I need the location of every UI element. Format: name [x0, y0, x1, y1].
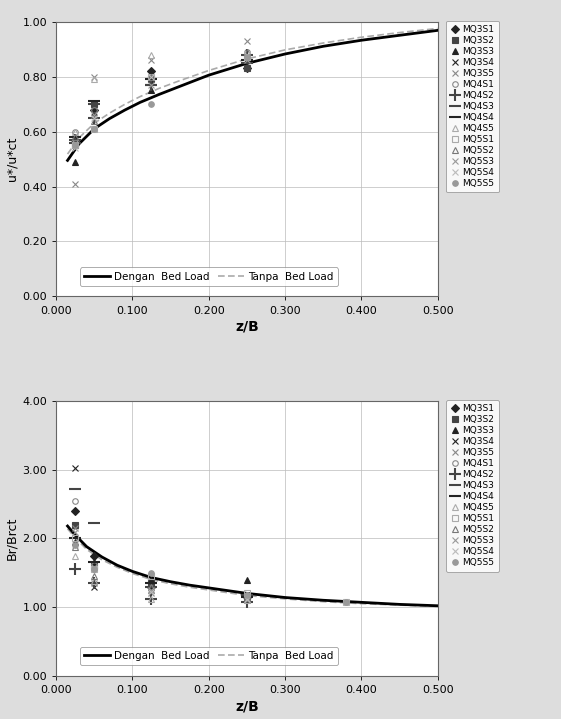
Y-axis label: Br/Brct: Br/Brct [5, 517, 18, 560]
Legend: Dengan  Bed Load, Tanpa  Bed Load: Dengan Bed Load, Tanpa Bed Load [80, 267, 338, 285]
Legend: Dengan  Bed Load, Tanpa  Bed Load: Dengan Bed Load, Tanpa Bed Load [80, 647, 338, 665]
X-axis label: z/B: z/B [235, 320, 259, 334]
Y-axis label: u*/u*ct: u*/u*ct [5, 137, 18, 181]
X-axis label: z/B: z/B [235, 699, 259, 713]
